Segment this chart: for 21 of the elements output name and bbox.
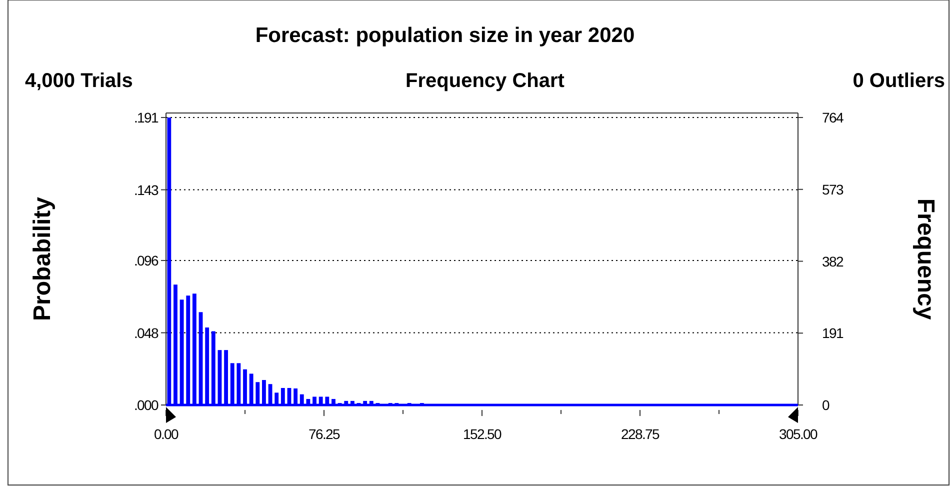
x-tick-label: 305.00 [778,426,818,442]
text: 4,000 Trials [25,70,133,92]
y2-axis-title: Frequency [912,198,939,320]
chart-subtitle: Frequency Chart [406,70,565,92]
text: 0 Outliers [852,70,945,92]
x-tick-label: 0.00 [154,426,180,442]
y-tick-label: .000 [134,397,159,413]
y-tick-label: .143 [134,182,159,198]
x-tick-label: 76.25 [308,426,341,442]
x-tick-label: 152.50 [462,426,502,442]
x-tick-label: 228.75 [620,426,660,442]
y-tick-label: .096 [134,252,159,269]
y2-tick-label: 382 [822,253,844,270]
y2-tick-label: 191 [822,325,844,342]
y2-tick-label: 573 [822,181,844,198]
y-tick-label: .191 [134,110,159,126]
y-tick-label: .048 [134,324,159,341]
y2-tick-label: 0 [822,397,830,413]
y-axis-title: Probability [29,196,56,322]
y2-tick-label: 764 [822,110,844,126]
chart-title: Forecast: population size in year 2020 [255,24,635,47]
